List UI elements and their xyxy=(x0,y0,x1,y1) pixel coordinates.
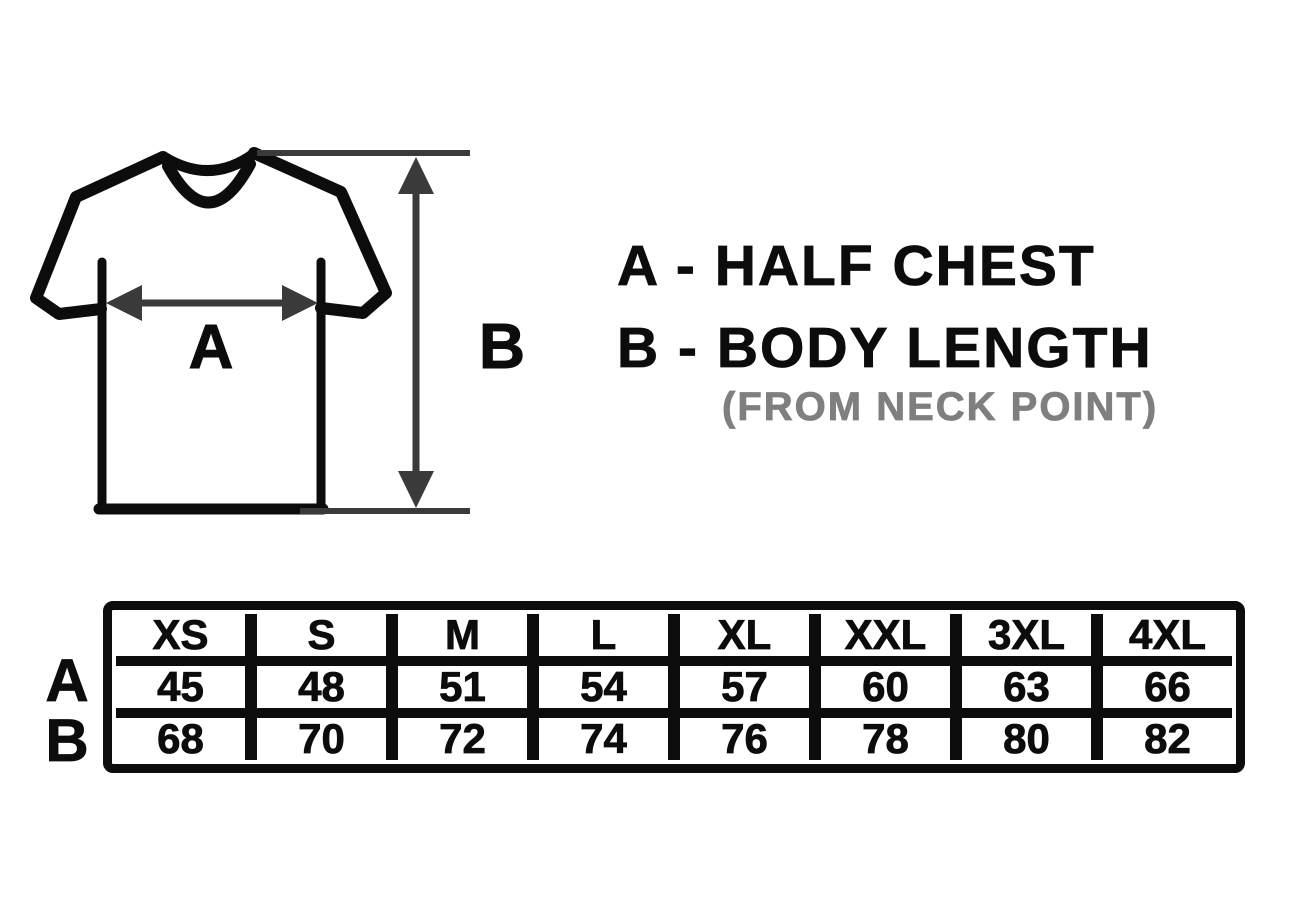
body-length-4xl: 82 xyxy=(1103,717,1232,760)
size-chart-grid: XS S M L XL XXL 3XL 4XL 45 48 51 54 57 6… xyxy=(116,613,1232,760)
body-length-3xl: 80 xyxy=(962,717,1091,760)
half-chest-4xl: 66 xyxy=(1103,665,1232,708)
diagram-label-a: A xyxy=(188,313,234,382)
half-chest-m: 51 xyxy=(398,665,527,708)
body-length-l: 74 xyxy=(539,717,668,760)
body-length-xxl: 78 xyxy=(821,717,950,760)
size-header-xl: XL xyxy=(680,613,809,656)
half-chest-l: 54 xyxy=(539,665,668,708)
body-length-xs: 68 xyxy=(116,717,245,760)
body-length-arrow xyxy=(257,150,470,514)
legend-half-chest: A - HALF CHEST xyxy=(617,234,1096,299)
diagram-label-b: B xyxy=(478,310,526,382)
size-header-m: M xyxy=(398,613,527,656)
half-chest-xl: 57 xyxy=(680,665,809,708)
size-header-4xl: 4XL xyxy=(1103,613,1232,656)
half-chest-3xl: 63 xyxy=(962,665,1091,708)
body-length-s: 70 xyxy=(257,717,386,760)
size-header-s: S xyxy=(257,613,386,656)
table-row-label-b: B xyxy=(45,707,89,774)
size-chart-table: XS S M L XL XXL 3XL 4XL 45 48 51 54 57 6… xyxy=(103,601,1245,773)
legend-note: (FROM NECK POINT) xyxy=(722,385,1159,430)
half-chest-xs: 45 xyxy=(116,665,245,708)
legend-body-length: B - BODY LENGTH xyxy=(617,316,1153,381)
body-length-xl: 76 xyxy=(680,717,809,760)
size-header-xxl: XXL xyxy=(821,613,950,656)
tshirt-diagram-icon xyxy=(30,147,470,515)
half-chest-xxl: 60 xyxy=(821,665,950,708)
size-header-3xl: 3XL xyxy=(962,613,1091,656)
size-header-xs: XS xyxy=(116,613,245,656)
body-length-m: 72 xyxy=(398,717,527,760)
tshirt-outline xyxy=(30,147,392,515)
table-row-label-a: A xyxy=(45,647,89,714)
size-header-l: L xyxy=(539,613,668,656)
half-chest-s: 48 xyxy=(257,665,386,708)
half-chest-arrow xyxy=(106,285,318,321)
